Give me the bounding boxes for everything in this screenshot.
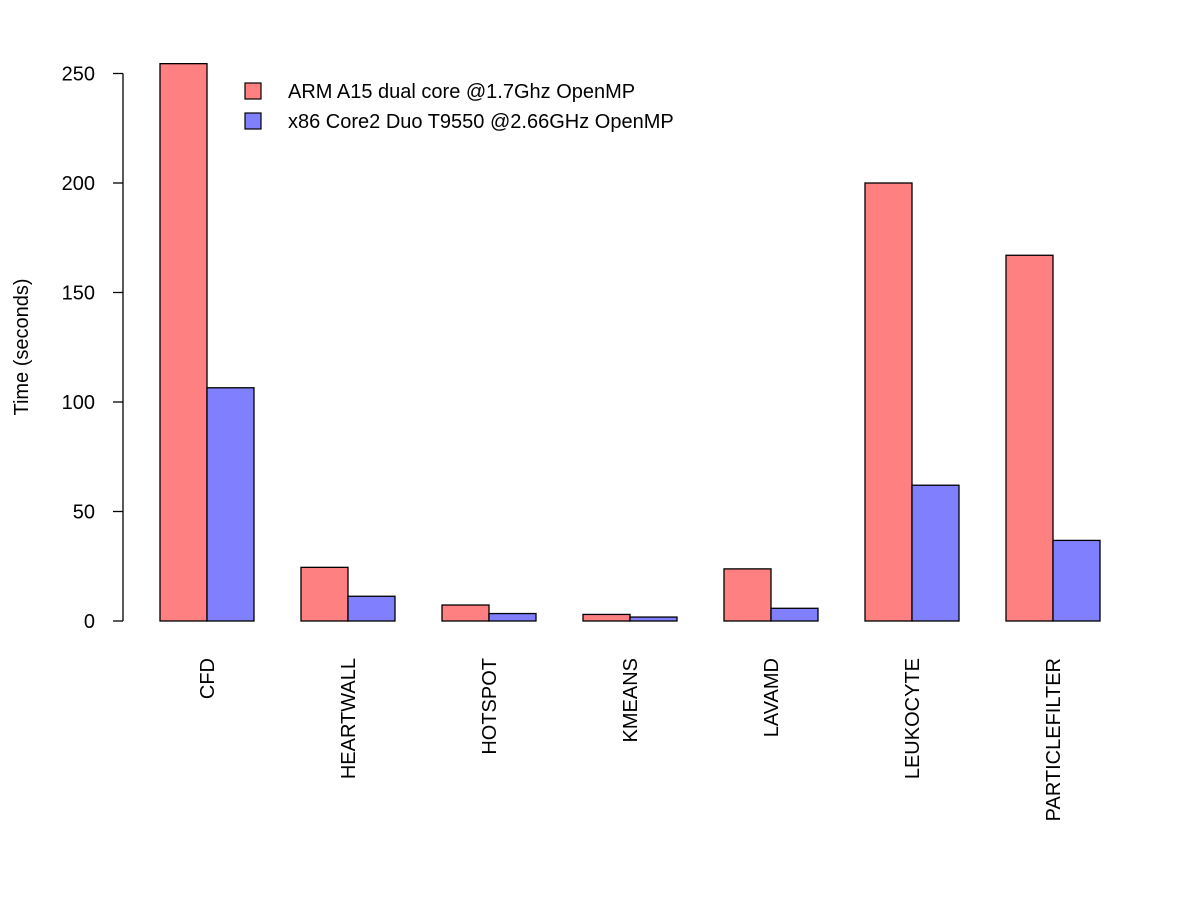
- bar-particlefilter-series-2: [1052, 539, 1101, 622]
- y-axis: 0 50 100 150 200 250: [62, 64, 124, 633]
- y-tick-label: 50: [73, 502, 95, 524]
- bars: [159, 62, 1101, 622]
- bar-lavamd-series-1: [723, 568, 772, 622]
- bar-leukocyte-series-2: [911, 484, 960, 622]
- category-labels: CFD HEARTWALL HOTSPOT KMEANS LAVAMD LEUKOCYTE…: [197, 658, 1065, 821]
- bar-leukocyte-series-1: [864, 182, 913, 622]
- legend-label: ARM A15 dual core @1.7Ghz OpenMP: [288, 81, 635, 103]
- bar-cfd-series-1: [159, 62, 208, 622]
- bar-kmeans-series-2: [629, 616, 678, 622]
- category-label: LAVAMD: [761, 658, 783, 737]
- y-tick-label: 250: [62, 64, 95, 86]
- bar-cfd-series-2: [206, 387, 255, 622]
- y-tick-label: 0: [84, 611, 95, 633]
- category-label: LEUKOCYTE: [902, 658, 924, 779]
- y-axis-title: Time (seconds): [11, 278, 33, 415]
- bar-heartwall-series-2: [347, 595, 396, 622]
- category-label: HEARTWALL: [338, 658, 360, 779]
- bar-hotspot-series-2: [488, 612, 537, 622]
- y-tick-label: 100: [62, 392, 95, 414]
- bar-kmeans-series-1: [582, 613, 631, 622]
- y-tick-label: 200: [62, 173, 95, 195]
- category-label: CFD: [197, 658, 219, 699]
- bar-lavamd-series-2: [770, 607, 819, 622]
- category-label: KMEANS: [620, 658, 642, 742]
- y-tick-label: 150: [62, 283, 95, 305]
- bar-particlefilter-series-1: [1005, 254, 1054, 622]
- legend: ARM A15 dual core @1.7Ghz OpenMP x86 Core…: [244, 81, 674, 133]
- legend-swatch: [244, 112, 262, 130]
- legend-swatch: [244, 82, 262, 100]
- bar-hotspot-series-1: [441, 604, 490, 622]
- legend-label: x86 Core2 Duo T9550 @2.66GHz OpenMP: [288, 111, 674, 133]
- bar-heartwall-series-1: [300, 566, 349, 622]
- category-label: PARTICLEFILTER: [1043, 658, 1065, 821]
- category-label: HOTSPOT: [479, 658, 501, 755]
